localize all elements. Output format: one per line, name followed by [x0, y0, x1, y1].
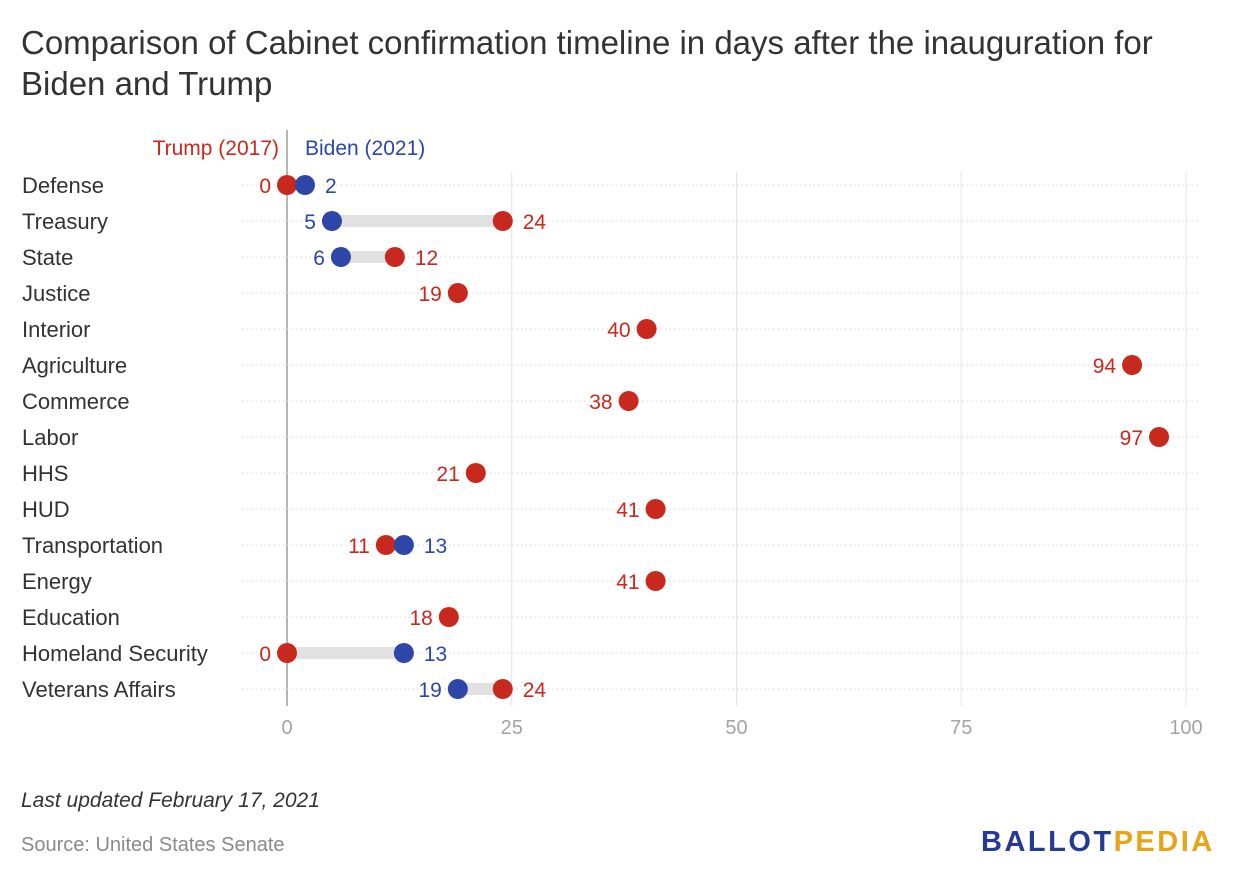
category-label: Commerce	[22, 389, 130, 414]
x-tick-label: 75	[950, 717, 972, 739]
trump-dot	[492, 679, 513, 699]
category-label: HUD	[22, 497, 70, 522]
value-label: 0	[259, 175, 271, 198]
source-note: Source: United States Senate	[21, 834, 285, 856]
dot-layer	[277, 175, 1170, 699]
x-tick-label: 50	[725, 717, 747, 739]
chart-title: Comparison of Cabinet confirmation timel…	[21, 24, 1153, 102]
value-label: 41	[616, 571, 639, 594]
trump-dot	[645, 499, 666, 519]
category-label: Labor	[22, 425, 78, 450]
value-label: 6	[313, 247, 325, 270]
category-label: Veterans Affairs	[22, 677, 176, 702]
x-tick-label: 100	[1169, 717, 1202, 739]
trump-dot	[465, 463, 486, 483]
trump-dot	[277, 175, 297, 195]
x-tick-label: 0	[281, 717, 292, 739]
trump-dot	[492, 211, 513, 231]
category-label: Education	[22, 605, 120, 630]
value-label: 11	[348, 535, 370, 558]
grid-layer	[242, 130, 1200, 706]
x-tick-label: 25	[501, 717, 523, 739]
category-label: Treasury	[22, 209, 108, 234]
biden-dot	[393, 643, 414, 663]
category-label: Energy	[22, 569, 92, 594]
trump-dot	[1149, 427, 1170, 447]
value-label: 97	[1120, 427, 1143, 450]
ballotpedia-logo: BALLOTPEDIA	[981, 826, 1215, 859]
category-label: HHS	[22, 461, 68, 486]
value-label: 18	[409, 607, 432, 630]
value-label: 38	[589, 391, 612, 414]
last-updated-note: Last updated February 17, 2021	[21, 789, 320, 812]
value-label: 19	[418, 283, 441, 306]
trump-dot	[375, 535, 396, 555]
logo-ballot: BALLOT	[981, 826, 1114, 858]
trump-dot	[384, 247, 405, 267]
value-label: 12	[415, 247, 438, 270]
value-label: 24	[523, 679, 547, 702]
legend-trump: Trump (2017)	[153, 137, 279, 160]
trump-dot	[645, 571, 666, 591]
biden-dot	[330, 247, 351, 267]
value-label: 21	[436, 463, 459, 486]
category-label: Justice	[22, 281, 90, 306]
trump-dot	[438, 607, 459, 627]
legend-biden: Biden (2021)	[305, 137, 425, 160]
biden-dot	[321, 211, 342, 231]
biden-dot	[393, 535, 414, 555]
biden-dot	[294, 175, 315, 195]
value-label: 2	[325, 175, 337, 198]
value-label: 0	[259, 643, 271, 666]
category-label: Interior	[22, 317, 90, 342]
trump-dot	[636, 319, 657, 339]
trump-dot	[277, 643, 297, 663]
value-label: 40	[607, 319, 630, 342]
category-label: Agriculture	[22, 353, 127, 378]
value-label: 24	[523, 211, 547, 234]
value-label: 5	[304, 211, 316, 234]
trump-dot	[1122, 355, 1143, 375]
value-label: 13	[424, 643, 447, 666]
trump-dot	[447, 283, 468, 303]
category-label: Defense	[22, 173, 104, 198]
biden-dot	[447, 679, 468, 699]
value-label: 19	[418, 679, 441, 702]
category-label: State	[22, 245, 73, 270]
trump-dot	[618, 391, 639, 411]
value-label: 41	[616, 499, 639, 522]
category-label: Homeland Security	[22, 641, 208, 666]
category-label: Transportation	[22, 533, 163, 558]
value-label: 94	[1093, 355, 1117, 378]
logo-pedia: PEDIA	[1113, 826, 1215, 858]
value-label: 13	[424, 535, 447, 558]
